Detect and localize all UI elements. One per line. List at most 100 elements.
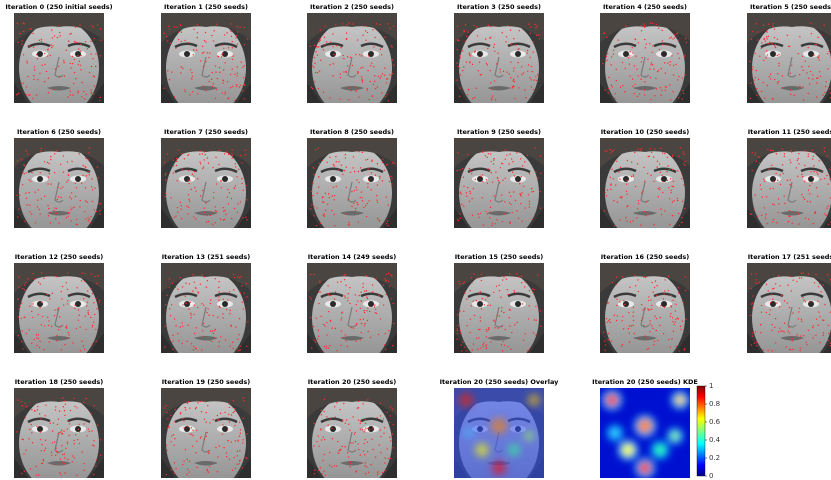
seed-dot xyxy=(753,80,754,81)
seed-dot xyxy=(229,291,230,292)
seed-dot xyxy=(673,331,674,332)
seed-dot xyxy=(25,282,26,283)
seed-dot xyxy=(786,346,787,347)
seed-dot xyxy=(477,35,478,36)
seed-dot xyxy=(337,441,338,442)
seed-dot xyxy=(460,191,461,192)
seed-dot xyxy=(645,215,646,216)
seed-dot xyxy=(510,77,511,78)
seed-dot xyxy=(334,406,335,407)
seed-dot xyxy=(166,36,167,37)
seed-dot xyxy=(83,402,84,403)
seed-dot xyxy=(242,217,243,218)
seed-dot xyxy=(667,157,668,158)
seed-dot xyxy=(364,443,365,444)
seed-dot xyxy=(755,152,756,153)
panel-title: Iteration 6 (250 seeds) xyxy=(17,128,101,136)
seed-dot xyxy=(324,346,325,347)
seed-dot xyxy=(23,83,24,84)
seed-dot xyxy=(645,47,646,48)
seed-dot xyxy=(827,205,828,206)
seed-dot xyxy=(632,52,633,53)
seed-dot xyxy=(522,303,523,304)
seed-dot xyxy=(76,219,77,220)
seed-dot xyxy=(528,318,529,319)
seed-dot xyxy=(23,54,24,55)
seed-dot xyxy=(72,63,73,64)
seed-dot xyxy=(93,474,94,475)
seed-dot xyxy=(181,168,182,169)
seed-dot xyxy=(78,309,79,310)
seed-dot xyxy=(524,89,525,90)
seed-dot xyxy=(233,274,234,275)
seed-dot xyxy=(357,204,358,205)
seed-dot xyxy=(87,302,88,303)
seed-dot xyxy=(617,202,618,203)
seed-dot xyxy=(177,289,178,290)
seed-dot xyxy=(817,77,818,78)
seed-dot xyxy=(529,57,530,58)
seed-dot xyxy=(634,84,635,85)
image xyxy=(600,138,690,241)
seed-dot xyxy=(509,154,510,155)
panel: Iteration 7 (250 seeds) xyxy=(161,128,251,241)
seed-dot xyxy=(767,43,768,44)
seed-dot xyxy=(237,347,238,348)
seed-dot xyxy=(175,325,176,326)
seed-dot xyxy=(228,414,229,415)
seed-dot xyxy=(44,53,45,54)
seed-dot xyxy=(770,309,771,310)
seed-dot xyxy=(656,330,657,331)
seed-dot xyxy=(53,210,54,211)
seed-dot xyxy=(372,284,373,285)
seed-dot xyxy=(194,333,195,334)
seed-dot xyxy=(18,208,19,209)
seed-dot xyxy=(91,25,92,26)
seed-dot xyxy=(364,429,365,430)
seed-dot xyxy=(459,55,460,56)
seed-dot xyxy=(22,184,23,185)
seed-dot xyxy=(23,23,24,24)
seed-dot xyxy=(662,40,663,41)
seed-dot xyxy=(774,327,775,328)
seed-dot xyxy=(751,39,752,40)
seed-dot xyxy=(646,349,647,350)
seed-dot xyxy=(79,24,80,25)
seed-dot xyxy=(329,157,330,158)
seed-dot xyxy=(611,64,612,65)
seed-dot xyxy=(490,153,491,154)
seed-dot xyxy=(792,349,793,350)
seed-dot xyxy=(629,51,630,52)
seed-dot xyxy=(206,432,207,433)
seed-dot xyxy=(792,338,793,339)
seed-dot xyxy=(85,167,86,168)
seed-dot xyxy=(344,170,345,171)
seed-dot xyxy=(810,71,811,72)
seed-dot xyxy=(240,85,241,86)
seed-dot xyxy=(759,56,760,57)
seed-dot xyxy=(609,319,610,320)
seed-dot xyxy=(350,172,351,173)
seed-dot xyxy=(316,318,317,319)
seed-dot xyxy=(313,423,314,424)
seed-dot xyxy=(517,62,518,63)
seed-dot xyxy=(486,63,487,64)
seed-dot xyxy=(73,457,74,458)
face-image xyxy=(600,138,690,241)
seed-dot xyxy=(46,71,47,72)
seed-dot xyxy=(237,203,238,204)
seed-dot xyxy=(634,333,635,334)
seed-dot xyxy=(90,41,91,42)
seed-dot xyxy=(58,433,59,434)
panel: Iteration 12 (250 seeds) xyxy=(14,253,104,366)
seed-dot xyxy=(167,418,168,419)
seed-dot xyxy=(350,461,351,462)
seed-dot xyxy=(480,347,481,348)
seed-dot xyxy=(63,172,64,173)
seed-dot xyxy=(761,196,762,197)
seed-dot xyxy=(61,445,62,446)
seed-dot xyxy=(311,191,312,192)
seed-dot xyxy=(176,161,177,162)
seed-dot xyxy=(812,159,813,160)
seed-dot xyxy=(673,181,674,182)
